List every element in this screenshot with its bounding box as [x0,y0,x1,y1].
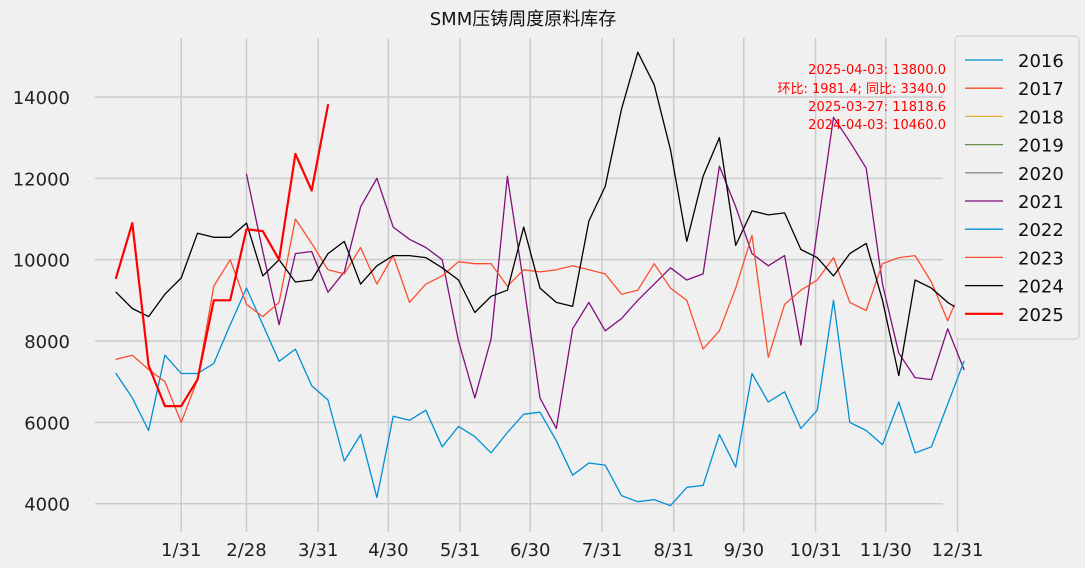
annotation-line-3: 2025-03-27: 11818.6 [808,100,946,115]
y-tick-label: 12000 [13,169,70,190]
series-line-2025 [114,103,330,408]
grid [95,38,959,532]
x-axis-ticks: 1/31 2/28 3/31 4/30 5/31 6/30 7/31 8/31 9/30 10/3… [161,540,983,561]
legend-label-2018: 2018 [1018,107,1064,128]
x-tick-label: 7/31 [582,540,622,561]
x-tick-label: 8/31 [654,540,694,561]
legend-label-2022: 2022 [1018,220,1064,241]
legend-label-2016: 2016 [1018,51,1064,72]
x-tick-label: 9/30 [724,540,764,561]
x-tick-label: 3/31 [298,540,338,561]
legend-label-2023: 2023 [1018,248,1064,269]
legend: 2016 2017 2018 2019 2020 2021 2022 2023 2024 2025 [954,35,1080,340]
x-tick-label: 11/30 [860,540,912,561]
series-line-2021 [245,116,965,430]
legend-label-2024: 2024 [1018,277,1064,298]
legend-label-2019: 2019 [1018,136,1064,157]
legend-label-2020: 2020 [1018,164,1064,185]
y-tick-label: 10000 [13,251,70,272]
x-tick-label: 1/31 [161,540,201,561]
y-tick-label: 6000 [24,413,70,434]
y-tick-label: 14000 [13,88,70,109]
series-line-2024 [115,51,981,377]
x-tick-label: 10/31 [790,540,842,561]
series-line-2023 [115,218,981,424]
y-tick-label: 4000 [24,495,70,516]
series-layer [114,51,981,507]
annotation-line-2: 环比: 1981.4; 同比: 3340.0 [777,82,946,97]
x-tick-label: 12/31 [932,540,984,561]
y-tick-label: 8000 [24,332,70,353]
legend-label-2025: 2025 [1018,305,1064,326]
chart-title: SMM压铸周度原料库存 [430,9,617,30]
legend-label-2017: 2017 [1018,79,1064,100]
x-tick-label: 4/30 [368,540,408,561]
y-axis-ticks: 4000 6000 8000 10000 12000 14000 [13,88,70,516]
legend-frame [954,35,1080,340]
annotation-line-1: 2025-04-03: 13800.0 [808,63,946,78]
legend-label-2021: 2021 [1018,192,1064,213]
annotation-line-4: 2024-04-03: 10460.0 [808,118,946,133]
x-tick-label: 5/31 [440,540,480,561]
x-tick-label: 2/28 [226,540,266,561]
annotation-block: 2025-04-03: 13800.0 环比: 1981.4; 同比: 3340… [777,63,946,133]
x-tick-label: 6/30 [510,540,550,561]
